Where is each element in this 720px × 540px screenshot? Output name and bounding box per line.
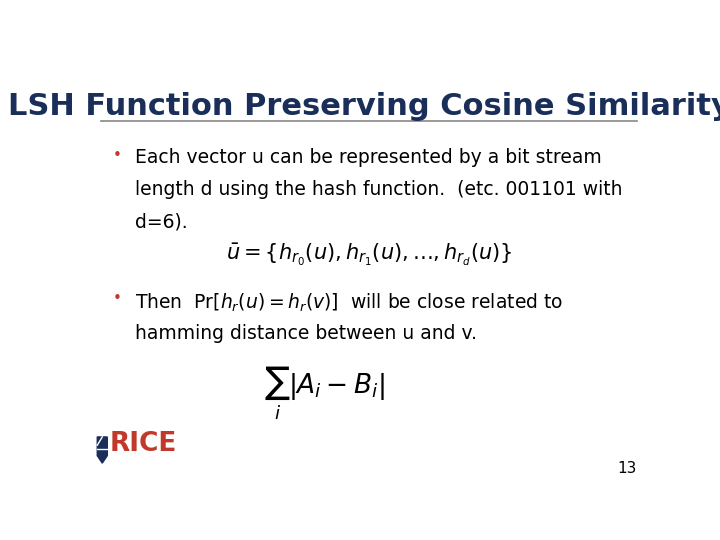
Text: LSH Function Preserving Cosine Similarity: LSH Function Preserving Cosine Similarit…	[8, 92, 720, 121]
Text: $\bar{u} = \{h_{r_0}(u), h_{r_1}(u), \ldots, h_{r_d}(u)\}$: $\bar{u} = \{h_{r_0}(u), h_{r_1}(u), \ld…	[225, 241, 513, 268]
Text: Each vector u can be represented by a bit stream: Each vector u can be represented by a bi…	[135, 148, 601, 167]
Text: •: •	[112, 292, 121, 306]
Text: $\sum_i |A_i - B_i|$: $\sum_i |A_i - B_i|$	[264, 364, 384, 422]
Text: •: •	[112, 148, 121, 163]
Text: d=6).: d=6).	[135, 213, 187, 232]
Text: Then  $\Pr[h_r(u) = h_r(v)]$  will be close related to: Then $\Pr[h_r(u) = h_r(v)]$ will be clos…	[135, 292, 563, 314]
Text: RICE: RICE	[110, 431, 177, 457]
Text: 13: 13	[618, 462, 637, 476]
Polygon shape	[97, 437, 107, 463]
Text: hamming distance between u and v.: hamming distance between u and v.	[135, 324, 477, 343]
Text: length d using the hash function.  (etc. 001101 with: length d using the hash function. (etc. …	[135, 180, 622, 199]
